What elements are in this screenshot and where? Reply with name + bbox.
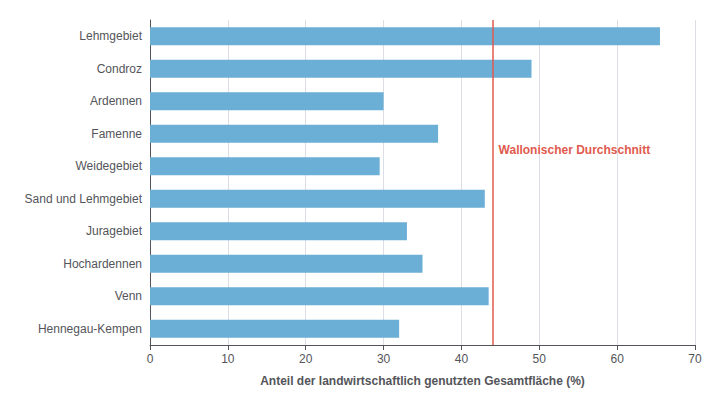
svg-text:Hennegau-Kempen: Hennegau-Kempen <box>38 322 142 336</box>
svg-text:Lehmgebiet: Lehmgebiet <box>79 29 142 43</box>
svg-text:Wallonischer Durchschnitt: Wallonischer Durchschnitt <box>499 143 651 157</box>
svg-text:30: 30 <box>377 352 391 366</box>
svg-text:Ardennen: Ardennen <box>90 94 142 108</box>
svg-text:20: 20 <box>299 352 313 366</box>
svg-text:Juragebiet: Juragebiet <box>86 224 143 238</box>
svg-text:Hochardennen: Hochardennen <box>63 257 142 271</box>
svg-text:0: 0 <box>147 352 154 366</box>
svg-text:Weidegebiet: Weidegebiet <box>76 159 143 173</box>
svg-text:Condroz: Condroz <box>97 62 142 76</box>
svg-text:Venn: Venn <box>115 289 142 303</box>
svg-text:Anteil der landwirtschaftlich: Anteil der landwirtschaftlich genutzten … <box>260 374 585 388</box>
svg-text:40: 40 <box>455 352 469 366</box>
svg-text:Sand und Lehmgebiet: Sand und Lehmgebiet <box>25 192 143 206</box>
svg-text:10: 10 <box>221 352 235 366</box>
svg-text:50: 50 <box>533 352 547 366</box>
svg-text:70: 70 <box>688 352 702 366</box>
svg-text:60: 60 <box>610 352 624 366</box>
svg-text:Famenne: Famenne <box>91 127 142 141</box>
